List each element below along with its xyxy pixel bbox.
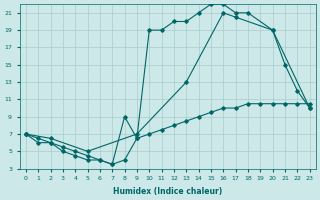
X-axis label: Humidex (Indice chaleur): Humidex (Indice chaleur): [113, 187, 222, 196]
